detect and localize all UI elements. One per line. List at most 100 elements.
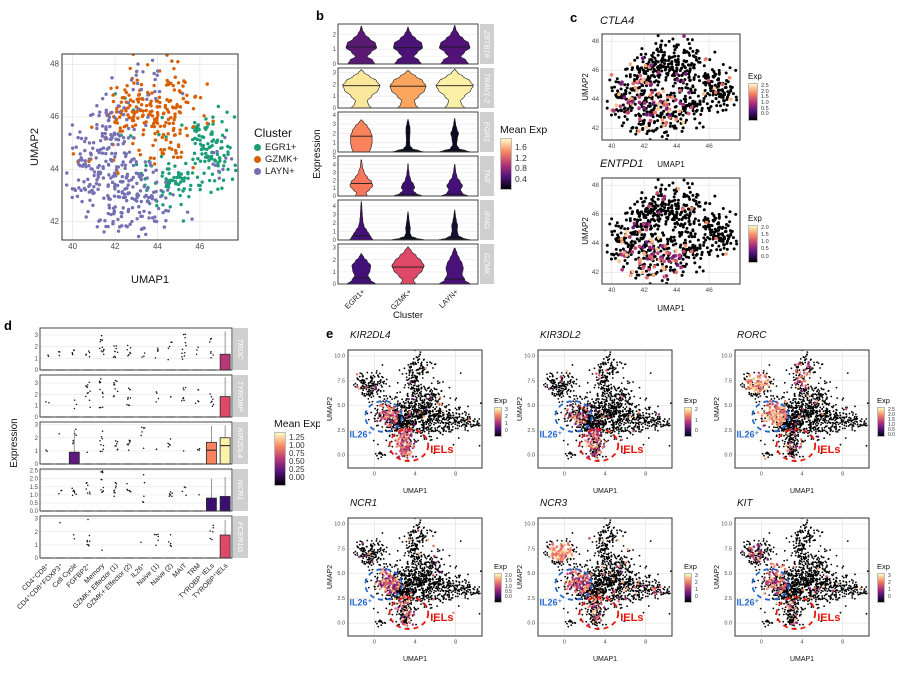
svg-text:2: 2 — [35, 530, 39, 536]
svg-text:1: 1 — [35, 356, 39, 362]
exp-legend-kir3dl2: Exp 2 1 0 — [684, 396, 698, 437]
svg-text:2: 2 — [35, 392, 39, 398]
feature-plot-ncr3 — [510, 512, 678, 664]
svg-text:FCER1G: FCER1G — [236, 522, 245, 553]
exp-legend-kit: Exp 3 2 1 0 — [877, 562, 891, 603]
colorbar-tick: 2 — [695, 407, 698, 413]
colorbar-row: 1.6 1.2 0.8 0.4 — [500, 138, 547, 190]
svg-text:MAIT: MAIT — [172, 562, 189, 579]
svg-text:0: 0 — [333, 150, 337, 156]
svg-text:KIR2DL4: KIR2DL4 — [236, 428, 245, 458]
svg-text:NCR1: NCR1 — [236, 480, 245, 500]
svg-text:1.5: 1.5 — [30, 485, 39, 491]
colorbar-tick: 2.0 — [761, 88, 769, 95]
svg-text:2: 2 — [333, 178, 337, 184]
svg-text:2.0: 2.0 — [30, 477, 39, 483]
colorbar-tick: 1.5 — [505, 578, 512, 585]
cluster-label: LAYN+ — [265, 166, 295, 177]
colorbar — [500, 138, 512, 190]
svg-text:0: 0 — [35, 368, 39, 374]
colorbar-tick: 0 — [695, 428, 698, 434]
feature-title-kir3dl2: KIR3DL2 — [540, 330, 581, 341]
colorbar-tick: 2.0 — [761, 225, 769, 231]
svg-text:2: 2 — [333, 258, 337, 264]
legend-title: Exp — [748, 72, 762, 81]
colorbar-tick: 2.0 — [505, 573, 512, 579]
svg-text:3: 3 — [35, 333, 39, 339]
exp-legend-rorc: Exp 2.5 2.0 1.5 1.0 0.5 0.0 — [877, 396, 895, 438]
legend-title: Cluster — [254, 126, 293, 140]
svg-text:3: 3 — [333, 122, 337, 128]
colorbar-row: 2.5 2.0 1.5 1.0 0.5 0.0 — [748, 83, 769, 121]
colorbar-ticks: 2.5 2.0 1.5 1.0 0.5 0.0 — [761, 83, 769, 119]
colorbar-tick: 2.5 — [888, 407, 895, 413]
svg-text:2: 2 — [333, 131, 337, 137]
colorbar-tick: 1.5 — [888, 417, 895, 423]
colorbar-tick: 3 — [505, 407, 508, 413]
svg-text:EGR1+: EGR1+ — [343, 287, 367, 311]
colorbar-tick: 0.0 — [505, 594, 512, 600]
svg-text:0: 0 — [333, 62, 337, 68]
svg-text:3: 3 — [333, 212, 337, 218]
feature-plot-ctla4 — [576, 28, 748, 170]
colorbar-tick: 2 — [695, 580, 698, 586]
svg-text:1: 1 — [333, 270, 337, 276]
colorbar-row: 2.0 1.5 1.0 0.5 0.0 — [748, 225, 769, 263]
colorbar-row: 2 1 0 — [684, 407, 698, 437]
colorbar-ticks: 1.25 1.00 0.75 0.50 0.25 0.00 — [289, 432, 305, 484]
svg-text:TRAV1-2: TRAV1-2 — [483, 73, 492, 104]
svg-text:LAYN+: LAYN+ — [437, 287, 460, 310]
colorbar-ticks: 2.0 1.5 1.0 0.5 0.0 — [505, 573, 512, 601]
svg-text:0: 0 — [35, 415, 39, 421]
svg-text:2: 2 — [333, 221, 337, 227]
legend-title: Exp — [877, 396, 890, 405]
colorbar-tick: 2.5 — [761, 83, 769, 89]
panel-c-label: c — [570, 10, 578, 25]
colorbar — [684, 407, 692, 437]
colorbar-tick: 1.25 — [289, 433, 305, 442]
panel-e-label: e — [326, 326, 334, 341]
svg-text:1: 1 — [333, 229, 337, 235]
feature-title-kit: KIT — [737, 498, 753, 509]
svg-text:3: 3 — [35, 381, 39, 387]
colorbar — [877, 407, 885, 437]
svg-text:1: 1 — [333, 186, 337, 192]
svg-text:3: 3 — [333, 170, 337, 176]
colorbar-tick: 1.6 — [515, 142, 527, 152]
svg-text:Expression: Expression — [312, 129, 323, 178]
colorbar-row: 1.25 1.00 0.75 0.50 0.25 0.00 — [274, 432, 321, 486]
svg-text:0.0: 0.0 — [30, 509, 39, 515]
colorbar-tick: 0.5 — [888, 427, 895, 433]
cluster-color-dot — [254, 156, 261, 163]
svg-text:Expression: Expression — [9, 418, 20, 467]
colorbar-tick: 1.0 — [888, 422, 895, 428]
svg-text:3: 3 — [333, 246, 337, 252]
colorbar-row: 2.0 1.5 1.0 0.5 0.0 — [494, 573, 512, 603]
svg-text:Cluster: Cluster — [393, 310, 423, 321]
colorbar-tick: 0.4 — [515, 173, 527, 184]
cluster-color-dot — [254, 144, 261, 151]
colorbar-row: 2.5 2.0 1.5 1.0 0.5 0.0 — [877, 407, 895, 438]
cluster-legend: Cluster EGR1+ GZMK+ LAYN+ — [254, 126, 298, 177]
colorbar-tick: 0.50 — [289, 457, 305, 466]
colorbar-ticks: 2.0 1.5 1.0 0.5 0.0 — [761, 225, 769, 261]
colorbar-ticks: 2 1 0 — [695, 407, 698, 435]
colorbar-tick: 0.8 — [515, 163, 527, 173]
legend-title: Exp — [748, 214, 762, 223]
colorbar-tick: 0 — [695, 594, 698, 600]
svg-text:2: 2 — [333, 32, 337, 38]
svg-text:GZMK: GZMK — [483, 253, 492, 276]
svg-text:0: 0 — [35, 462, 39, 468]
feature-plot-rorc — [707, 344, 875, 496]
panel-b-label: b — [316, 8, 324, 23]
svg-text:2: 2 — [35, 345, 39, 351]
svg-text:0: 0 — [333, 106, 337, 112]
legend-title: Exp — [494, 396, 507, 405]
exp-legend-ncr3: Exp 3 2 1 0 — [684, 562, 698, 603]
svg-text:5: 5 — [333, 155, 337, 161]
svg-text:1.0: 1.0 — [30, 493, 39, 499]
legend-title: Mean Exp — [274, 418, 322, 430]
